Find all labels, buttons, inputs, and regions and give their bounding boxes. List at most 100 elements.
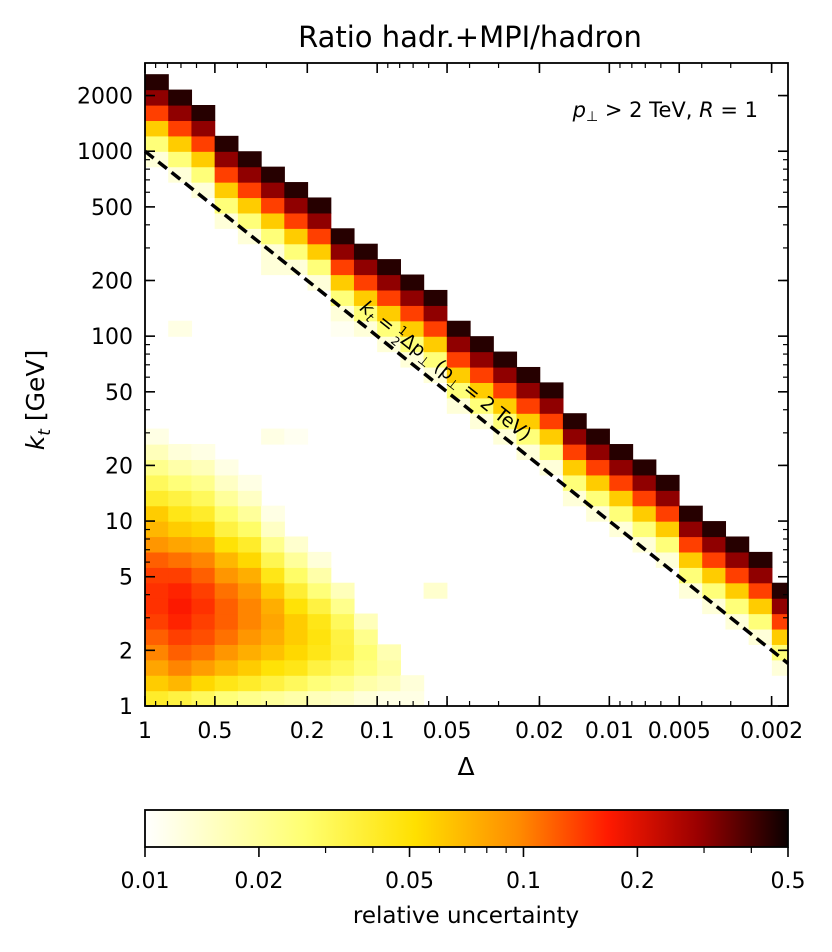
heatmap-cell: [400, 336, 425, 353]
heatmap-cell: [446, 366, 471, 383]
heatmap-cell: [261, 166, 285, 183]
heatmap-cell: [725, 582, 750, 599]
heatmap-cell: [423, 305, 448, 322]
heatmap-cell: [237, 675, 262, 692]
heatmap-cell: [191, 459, 216, 476]
heatmap-cell: [725, 598, 750, 615]
heatmap-cell: [377, 659, 401, 676]
colorbar-tick-label: 0.1: [506, 869, 541, 894]
heatmap-cell: [377, 690, 401, 706]
heatmap-cell: [168, 551, 193, 568]
heatmap-cell: [237, 490, 262, 507]
heatmap-cell: [168, 320, 193, 337]
heatmap-cell: [191, 521, 216, 538]
heatmap-cell: [353, 243, 378, 260]
heatmap-cell: [748, 628, 773, 645]
reference-dashed-line: [143, 149, 790, 665]
heatmap-cell: [168, 628, 193, 645]
heatmap-cell: [168, 135, 193, 152]
heatmap-cell: [678, 505, 703, 522]
heatmap-cell: [493, 397, 518, 414]
heatmap-cell: [423, 320, 448, 337]
heatmap-cell: [168, 505, 193, 522]
heatmap-cell: [261, 551, 285, 568]
heatmap-cell: [237, 659, 262, 676]
heatmap-cell: [493, 413, 518, 430]
plot-frame: [144, 62, 789, 707]
heatmap-cell: [632, 474, 657, 491]
heatmap-cell: [145, 120, 169, 137]
heatmap-cell: [237, 536, 262, 553]
heatmap-cell: [261, 567, 285, 584]
heatmap-cell: [353, 644, 378, 661]
heatmap-cell: [214, 212, 239, 229]
heatmap-cell: [353, 690, 378, 706]
x-tick-label: 0.1: [360, 719, 395, 744]
heatmap-cell: [748, 613, 773, 630]
heatmap-cell: [678, 521, 703, 538]
heatmap-cell: [377, 259, 401, 276]
heatmap-cell: [191, 582, 216, 599]
heatmap-cell: [214, 166, 239, 183]
heatmap-cell: [516, 428, 541, 445]
heatmap-cell: [145, 74, 169, 91]
heatmap-cell: [748, 598, 773, 615]
heatmap-cell: [284, 182, 309, 199]
heatmap-cell: [330, 644, 355, 661]
heatmap-cell: [586, 474, 610, 491]
heatmap-cell: [237, 690, 262, 706]
y-tick-label: 1000: [77, 140, 133, 165]
heatmap-cell: [168, 459, 193, 476]
heatmap-cell: [145, 644, 169, 661]
heatmap-cell: [191, 551, 216, 568]
heatmap-cell: [214, 598, 239, 615]
heatmap-cell: [237, 182, 262, 199]
heatmap-cell: [655, 521, 680, 538]
heatmap-cell: [284, 243, 309, 260]
heatmap-cell: [702, 567, 727, 584]
heatmap-cell: [284, 428, 309, 445]
heatmap-cell: [353, 613, 378, 630]
heatmap-cell: [470, 382, 494, 399]
heatmap-cell: [191, 644, 216, 661]
heatmap-cell: [168, 567, 193, 584]
heatmap-cell: [516, 397, 541, 414]
heatmap-cell: [191, 536, 216, 553]
heatmap-cell: [261, 659, 285, 676]
heatmap-cell: [261, 690, 285, 706]
heatmap-cell: [145, 536, 169, 553]
heatmap-cell: [307, 567, 332, 584]
heatmap-cell: [470, 336, 494, 353]
heatmap-cell: [261, 182, 285, 199]
heatmap-cell: [725, 567, 750, 584]
heatmap-cell: [284, 567, 309, 584]
heatmap-cell: [214, 675, 239, 692]
heatmap-cell: [191, 567, 216, 584]
heatmap-cell: [353, 628, 378, 645]
heatmap-cell: [284, 228, 309, 245]
heatmap-cell: [261, 536, 285, 553]
heatmap-cell: [330, 228, 355, 245]
heatmap-cell: [609, 459, 634, 476]
heatmap-cell: [145, 659, 169, 676]
heatmap-cell: [771, 598, 788, 615]
heatmap-cell: [377, 675, 401, 692]
heatmap-cell: [214, 521, 239, 538]
heatmap-cell: [307, 628, 332, 645]
heatmap-cell: [191, 628, 216, 645]
heatmap-cell: [191, 151, 216, 168]
heatmap-cell: [307, 212, 332, 229]
x-tick-label: 0.05: [423, 719, 472, 744]
heatmap-cell: [261, 228, 285, 245]
heatmap-cell: [725, 551, 750, 568]
heatmap-cell: [214, 505, 239, 522]
heatmap-cell: [493, 351, 518, 368]
heatmap-cell: [284, 628, 309, 645]
heatmap-cell: [678, 582, 703, 599]
heatmap-cell: [168, 521, 193, 538]
heatmap-cell: [470, 351, 494, 368]
heatmap-cell: [214, 551, 239, 568]
heatmap-cell: [609, 505, 634, 522]
heatmap-cell: [168, 644, 193, 661]
heatmap-cell: [771, 628, 788, 645]
